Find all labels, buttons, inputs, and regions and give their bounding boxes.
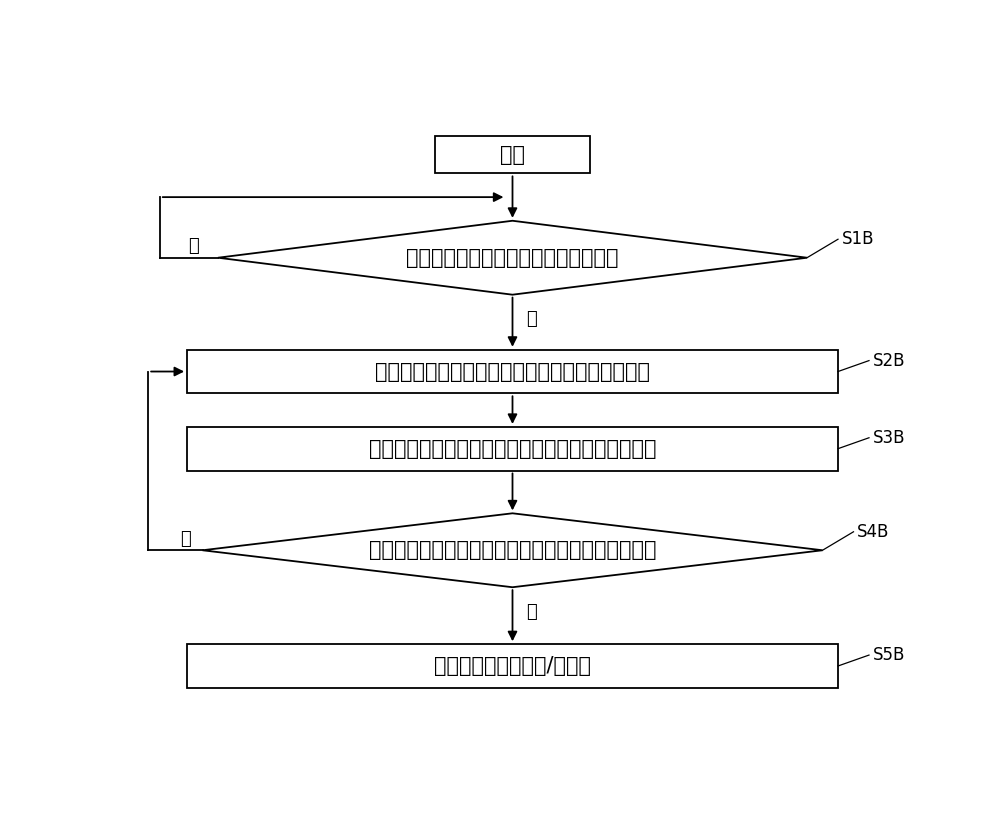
Text: S5B: S5B	[873, 646, 905, 664]
Text: 获取环境气压值、环境温度值和储气罐当前压力值: 获取环境气压值、环境温度值和储气罐当前压力值	[375, 362, 650, 382]
Bar	[187, 644, 838, 688]
Text: 开始: 开始	[500, 144, 525, 164]
Text: 监测海拔信息的变化是否达到变化阈值: 监测海拔信息的变化是否达到变化阈值	[406, 248, 619, 268]
Text: 否: 否	[526, 604, 537, 621]
Text: 判断储气罐当前压力值与储气罐预期压力值是否相符: 判断储气罐当前压力值与储气罐预期压力值是否相符	[369, 540, 656, 560]
Text: S1B: S1B	[842, 230, 874, 248]
Text: 是: 是	[526, 310, 537, 328]
Polygon shape	[202, 514, 822, 587]
Text: S2B: S2B	[873, 352, 905, 370]
Text: 调整压缩机的频率和/或转速: 调整压缩机的频率和/或转速	[434, 656, 591, 676]
Text: S4B: S4B	[857, 523, 890, 541]
Text: S3B: S3B	[873, 428, 905, 447]
Polygon shape	[218, 220, 807, 295]
Text: 根据环境气压值和环境温度值计算储气罐预期压力值: 根据环境气压值和环境温度值计算储气罐预期压力值	[369, 438, 656, 458]
Bar	[187, 350, 838, 393]
Bar	[435, 136, 590, 174]
Text: 否: 否	[188, 237, 199, 256]
Text: 是: 是	[180, 529, 191, 548]
Bar	[187, 427, 838, 471]
